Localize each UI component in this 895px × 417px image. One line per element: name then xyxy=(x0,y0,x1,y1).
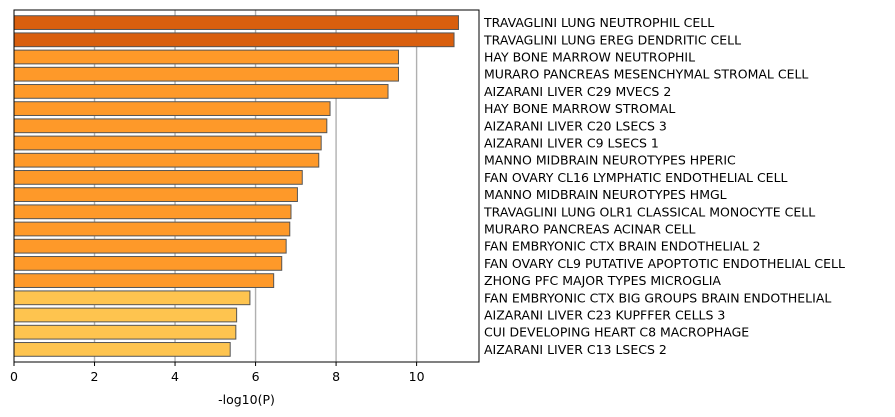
x-tick-label-6: 6 xyxy=(252,369,260,384)
category-label-9: MANNO MIDBRAIN NEUROTYPES HPERIC xyxy=(484,153,736,168)
category-label-15: FAN OVARY CL9 PUTATIVE APOPTOTIC ENDOTHE… xyxy=(484,256,845,271)
bar-16 xyxy=(13,273,275,288)
x-axis-ticks: 0 2 4 6 8 10 xyxy=(10,362,425,384)
x-tick-label-0: 0 xyxy=(10,369,18,384)
category-label-8: AIZARANI LIVER C9 LSECS 1 xyxy=(484,136,659,151)
category-label-16: ZHONG PFC MAJOR TYPES MICROGLIA xyxy=(484,273,721,288)
category-label-19: CUI DEVELOPING HEART C8 MACROPHAGE xyxy=(484,325,749,340)
category-label-12: TRAVAGLINI LUNG OLR1 CLASSICAL MONOCYTE … xyxy=(483,204,815,219)
bar-4 xyxy=(13,66,399,82)
category-label-2: TRAVAGLINI LUNG EREG DENDRITIC CELL xyxy=(483,32,741,47)
bar-9 xyxy=(13,152,320,168)
bar-2 xyxy=(13,32,455,48)
category-label-11: MANNO MIDBRAIN NEUROTYPES HMGL xyxy=(484,187,727,202)
category-label-6: HAY BONE MARROW STROMAL xyxy=(484,101,675,116)
x-axis-title: -log10(P) xyxy=(218,392,275,407)
bar-13 xyxy=(13,221,291,237)
bar-5 xyxy=(13,84,389,99)
category-label-4: MURARO PANCREAS MESENCHYMAL STROMAL CELL xyxy=(484,67,808,82)
category-label-10: FAN OVARY CL16 LYMPHATIC ENDOTHELIAL CEL… xyxy=(484,170,788,185)
bars xyxy=(13,15,459,357)
x-tick-label-10: 10 xyxy=(409,369,425,384)
category-labels: TRAVAGLINI LUNG NEUTROPHIL CELL TRAVAGLIN… xyxy=(483,15,845,357)
bar-10 xyxy=(13,170,303,185)
plot-frame xyxy=(13,9,480,363)
category-label-20: AIZARANI LIVER C13 LSECS 2 xyxy=(484,342,667,357)
bar-18 xyxy=(13,307,238,323)
category-label-3: HAY BONE MARROW NEUTROPHIL xyxy=(484,50,695,65)
category-label-18: AIZARANI LIVER C23 KUPFFER CELLS 3 xyxy=(484,308,725,323)
bar-20 xyxy=(13,342,231,357)
x-tick-label-2: 2 xyxy=(91,369,99,384)
bar-11 xyxy=(13,187,298,202)
category-label-5: AIZARANI LIVER C29 MVECS 2 xyxy=(484,84,671,99)
category-label-17: FAN EMBRYONIC CTX BIG GROUPS BRAIN ENDOT… xyxy=(484,290,831,305)
bar-6 xyxy=(13,101,331,116)
bar-12 xyxy=(13,204,292,220)
bar-3 xyxy=(13,49,399,65)
bar-17 xyxy=(13,290,251,306)
category-label-14: FAN EMBRYONIC CTX BRAIN ENDOTHELIAL 2 xyxy=(484,239,761,254)
x-tick-label-8: 8 xyxy=(332,369,340,384)
category-label-7: AIZARANI LIVER C20 LSECS 3 xyxy=(484,118,667,133)
bar-19 xyxy=(13,324,237,340)
x-tick-label-4: 4 xyxy=(171,369,179,384)
category-label-13: MURARO PANCREAS ACINAR CELL xyxy=(484,222,695,237)
category-label-1: TRAVAGLINI LUNG NEUTROPHIL CELL xyxy=(483,15,714,30)
bar-7 xyxy=(13,118,328,134)
bar-1 xyxy=(13,15,459,30)
bar-8 xyxy=(13,135,322,151)
bar-15 xyxy=(13,256,283,271)
bar-14 xyxy=(13,238,287,254)
